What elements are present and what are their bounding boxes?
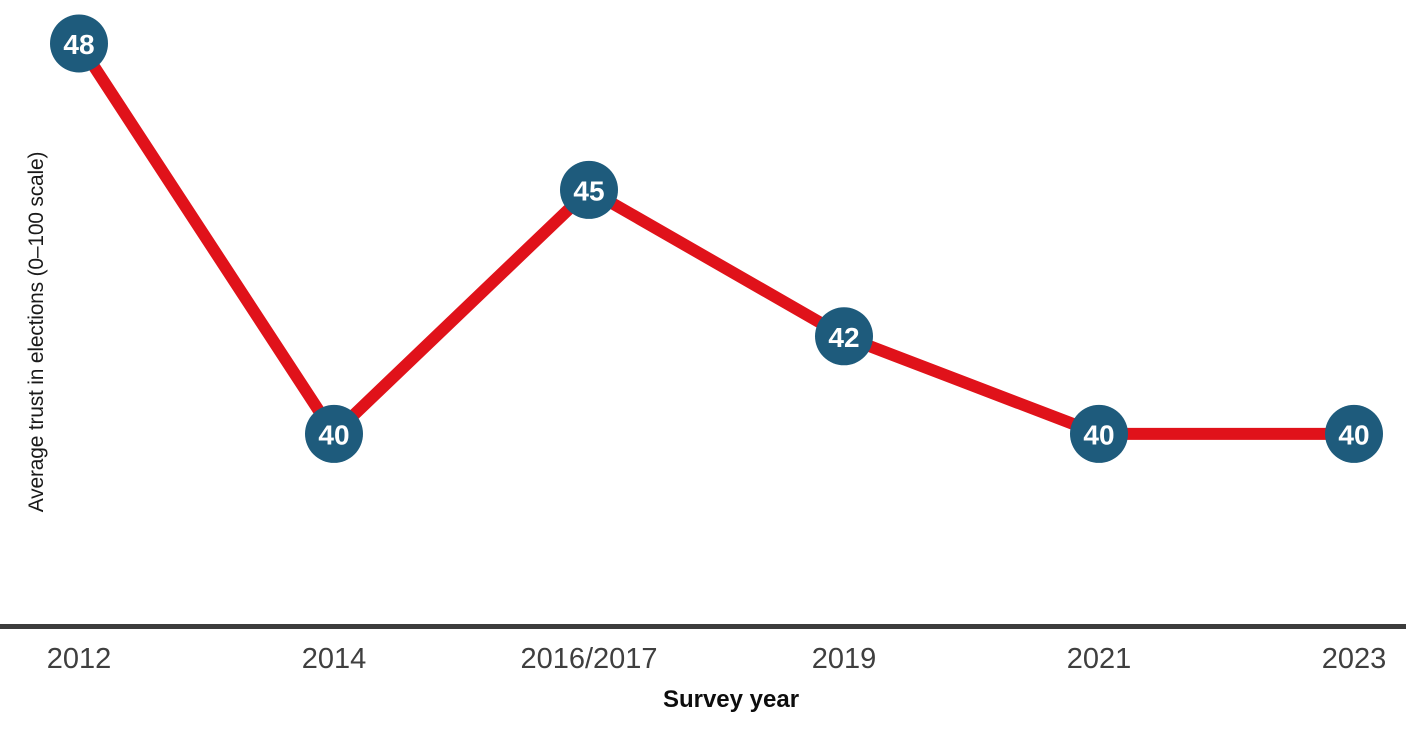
data-point-marker bbox=[1325, 404, 1383, 463]
data-point-marker bbox=[815, 307, 873, 366]
data-point-marker bbox=[50, 14, 108, 73]
data-point-value-label: 40 bbox=[318, 419, 349, 450]
x-axis-line bbox=[0, 624, 1406, 629]
data-point-value-label: 42 bbox=[828, 322, 859, 353]
trend-line bbox=[73, 40, 1354, 440]
data-point-value-label: 40 bbox=[1083, 419, 1114, 450]
data-point-marker bbox=[560, 160, 618, 219]
data-point-marker bbox=[1070, 404, 1128, 463]
x-tick-label: 2012 bbox=[46, 643, 112, 675]
data-point-marker bbox=[305, 404, 363, 463]
x-tick-label: 2016/2017 bbox=[520, 643, 658, 675]
x-tick-label: 2023 bbox=[1321, 643, 1387, 675]
y-axis-label: Average trust in elections (0–100 scale) bbox=[25, 151, 48, 513]
x-tick-label: 2021 bbox=[1066, 643, 1132, 675]
data-point-value-label: 45 bbox=[573, 175, 604, 206]
x-tick-label: 2014 bbox=[301, 643, 367, 675]
data-point-value-label: 40 bbox=[1338, 419, 1369, 450]
x-axis-title: Survey year bbox=[662, 686, 800, 713]
data-point-value-label: 48 bbox=[63, 29, 94, 60]
x-tick-label: 2019 bbox=[811, 643, 877, 675]
